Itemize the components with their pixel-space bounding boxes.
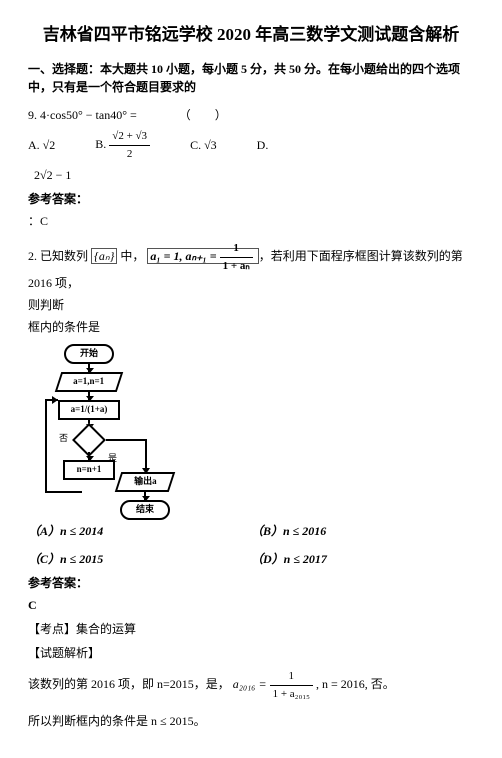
optA-label: A. [28,138,40,152]
q2-jx-num: 1 [270,668,313,686]
q9-expression: 9. 4·cos50° − tan40° = [28,108,137,122]
q2-jx-line1: 该数列的第 2016 项，即 n=2015，是， a₂₀₁₆ = 1 1 + a… [28,668,474,702]
q2-stem: 2. 已知数列 {aₙ} 中， a₁ = 1, aₙ₊₁ = 1 1 + aₙ … [28,240,474,292]
fc-output-text: 输出a [134,475,157,489]
fc-no: 否 [59,432,68,446]
q2-d: 则判断 [28,296,474,314]
q2-init: a₁ = 1, aₙ₊₁ = 1 1 + aₙ [147,248,258,264]
q2-rec-den: 1 + aₙ [220,258,253,275]
section-heading: 一、选择题：本大题共 10 小题，每小题 5 分，共 50 分。在每小题给出的四… [28,60,474,96]
optB-num: √2 + √3 [109,128,150,146]
q9-optD-val: 2√2 − 1 [34,166,474,184]
fc-input-text: a=1,n=1 [73,375,104,389]
q9-ref-label: 参考答案： [28,190,474,208]
q2-jx-b: , n = 2016, 否。 [316,677,395,691]
q9-optB: B. √2 + √3 2 [95,128,150,162]
q2-seq: {aₙ} [91,248,117,264]
optB-frac: √2 + √3 2 [109,128,150,162]
fc-yes: 是 [108,452,117,466]
q2-b: 中， [120,249,144,263]
q9-stem: 9. 4·cos50° − tan40° = （ ） [28,106,474,124]
optC-label: C. [190,138,201,152]
q9-optA: A. √2 [28,136,55,154]
optB-den: 2 [109,146,150,163]
q9-paren: （ ） [179,108,227,122]
q2-optB: （B）n ≤ 2016 [251,522,474,540]
q2-optC: （C）n ≤ 2015 [28,550,251,568]
q2-ref-label: 参考答案： [28,574,474,592]
optA-val: √2 [43,138,56,152]
q2-rec-num: 1 [220,240,253,258]
fc-input: a=1,n=1 [55,372,123,392]
fc-start: 开始 [64,344,114,364]
q2-jx-a: 该数列的第 2016 项，即 n=2015，是， [28,677,230,691]
optB-label: B. [95,137,106,151]
q2-options: （A）n ≤ 2014 （B）n ≤ 2016 （C）n ≤ 2015 （D）n… [28,522,474,568]
q9-optD-label: D. [257,136,269,154]
q2-rec-frac: 1 1 + aₙ [220,240,253,274]
arrow-icon [144,492,146,500]
q2-jx-c: 所以判断框内的条件是 n ≤ 2015。 [28,712,474,730]
q2-ref-ans: C [28,596,474,614]
q2-e: 框内的条件是 [28,318,474,336]
q2-jx-frac: 1 1 + a₂₀₁₅ [270,668,313,702]
q9-optC: C. √3 [190,136,217,154]
flowchart: 开始 a=1,n=1 a=1/(1+a) 否 是 n=n+1 输出a 结束 [36,344,474,514]
arrow-icon [88,452,90,460]
q2-optA: （A）n ≤ 2014 [28,522,251,540]
fc-output: 输出a [115,472,175,492]
q9-options-row1: A. √2 B. √2 + √3 2 C. √3 D. [28,128,474,162]
arrow-icon [88,364,90,372]
page-title: 吉林省四平市铭远学校 2020 年高三数学文测试题含解析 [28,24,474,46]
q9-ref-ans: ：C [28,212,474,230]
q2-a: 2. 已知数列 [28,249,88,263]
q2-optD: （D）n ≤ 2017 [251,550,474,568]
q2-jx-lhs: a₂₀₁₆ = [233,677,267,691]
q2-kd: 【考点】集合的运算 [28,620,474,638]
optC-val: √3 [204,138,217,152]
q2-init-text: a₁ = 1, aₙ₊₁ = [150,249,216,263]
q2-jx-den: 1 + a₂₀₁₅ [270,686,313,703]
q2-jx-label: 【试题解析】 [28,644,474,662]
fc-calc: a=1/(1+a) [58,400,120,420]
fc-end: 结束 [120,500,170,520]
arrow-icon [88,392,90,400]
